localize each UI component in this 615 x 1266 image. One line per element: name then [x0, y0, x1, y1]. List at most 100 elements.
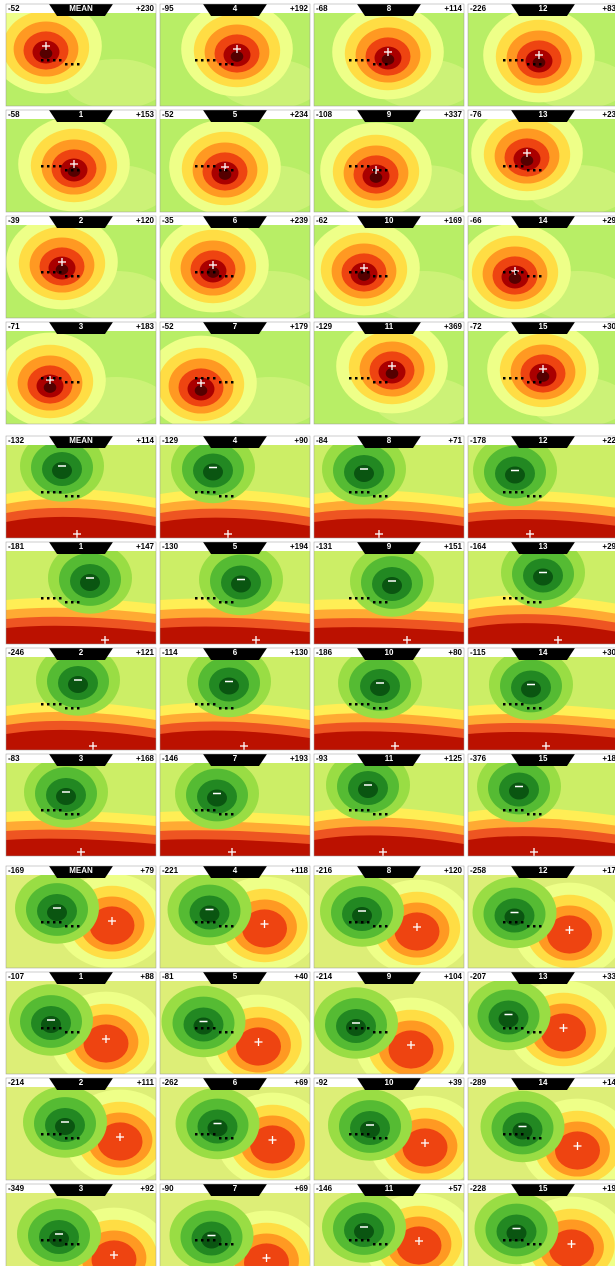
panel-title: MEAN — [69, 4, 93, 13]
max-label: +125 — [444, 754, 463, 763]
panel-title: 2 — [79, 1078, 84, 1087]
panel-title: 7 — [233, 754, 238, 763]
max-label: +153 — [136, 110, 155, 119]
panel-title: 5 — [233, 542, 238, 551]
max-label: +337 — [444, 110, 463, 119]
panel-title: 12 — [539, 866, 548, 875]
max-label: +33 — [602, 972, 615, 981]
max-label: +193 — [290, 754, 309, 763]
panel: -129 11 +369 — [314, 319, 474, 427]
min-label: -66 — [470, 216, 482, 225]
panel-title: 10 — [385, 648, 394, 657]
panel: -131 9 +151 — [314, 542, 464, 644]
panel-title: 6 — [233, 648, 238, 657]
max-label: +23 — [602, 110, 615, 119]
max-label: +104 — [444, 972, 463, 981]
panel-title: 15 — [539, 322, 548, 331]
max-label: +40 — [294, 972, 308, 981]
panel-title: 3 — [79, 754, 84, 763]
panel-title: 11 — [385, 322, 394, 331]
panel-title: 5 — [233, 972, 238, 981]
min-label: -146 — [316, 1184, 333, 1193]
panel-title: 2 — [79, 648, 84, 657]
min-label: -289 — [470, 1078, 487, 1087]
panel-title: 6 — [233, 1078, 238, 1087]
max-label: +369 — [444, 322, 463, 331]
panel-title: 8 — [387, 436, 392, 445]
min-label: -130 — [162, 542, 179, 551]
panel-title: 12 — [539, 436, 548, 445]
max-label: +230 — [136, 4, 155, 13]
min-label: -52 — [162, 110, 174, 119]
min-label: -95 — [162, 4, 174, 13]
min-label: -84 — [316, 436, 328, 445]
min-label: -146 — [162, 754, 179, 763]
min-label: -131 — [316, 542, 333, 551]
figure: -52MEAN+230-954+192-688+114-22612+83-581… — [0, 0, 615, 1266]
panel-title: 3 — [79, 1184, 84, 1193]
min-label: -81 — [162, 972, 174, 981]
panel-title: 5 — [233, 110, 238, 119]
max-label: +114 — [444, 4, 462, 13]
panel-title: 6 — [233, 216, 238, 225]
panel-title: 10 — [385, 216, 394, 225]
max-label: +30 — [602, 322, 615, 331]
panel-title: 14 — [539, 216, 548, 225]
max-label: +151 — [444, 542, 463, 551]
panel-title: 12 — [539, 4, 548, 13]
max-label: +57 — [448, 1184, 462, 1193]
panel-title: 9 — [387, 542, 392, 551]
panel-title: 13 — [539, 110, 548, 119]
panel-title: 4 — [233, 436, 238, 445]
min-label: -107 — [8, 972, 25, 981]
min-label: -90 — [162, 1184, 174, 1193]
min-label: -72 — [470, 322, 482, 331]
panel-title: MEAN — [69, 866, 93, 875]
panel: -72 15 +30 — [468, 322, 615, 427]
panel-title: 1 — [79, 110, 84, 119]
panel-title: 4 — [233, 4, 238, 13]
min-label: -35 — [162, 216, 174, 225]
panel-title: 9 — [387, 972, 392, 981]
min-label: -186 — [316, 648, 333, 657]
max-label: +118 — [290, 866, 308, 875]
panel: -81 5 +40 — [160, 972, 314, 1089]
min-label: -214 — [8, 1078, 25, 1087]
min-label: -93 — [316, 754, 328, 763]
min-label: -76 — [470, 110, 482, 119]
min-label: -108 — [316, 110, 333, 119]
max-label: +17 — [602, 866, 615, 875]
max-label: +19 — [602, 1184, 615, 1193]
min-label: -258 — [470, 866, 487, 875]
min-label: -114 — [162, 648, 178, 657]
min-label: -129 — [316, 322, 333, 331]
min-label: -246 — [8, 648, 25, 657]
min-label: -68 — [316, 4, 328, 13]
min-label: -181 — [8, 542, 25, 551]
min-label: -207 — [470, 972, 487, 981]
max-label: +90 — [294, 436, 308, 445]
panel-title: 1 — [79, 972, 84, 981]
max-label: +69 — [294, 1078, 308, 1087]
min-label: -92 — [316, 1078, 328, 1087]
